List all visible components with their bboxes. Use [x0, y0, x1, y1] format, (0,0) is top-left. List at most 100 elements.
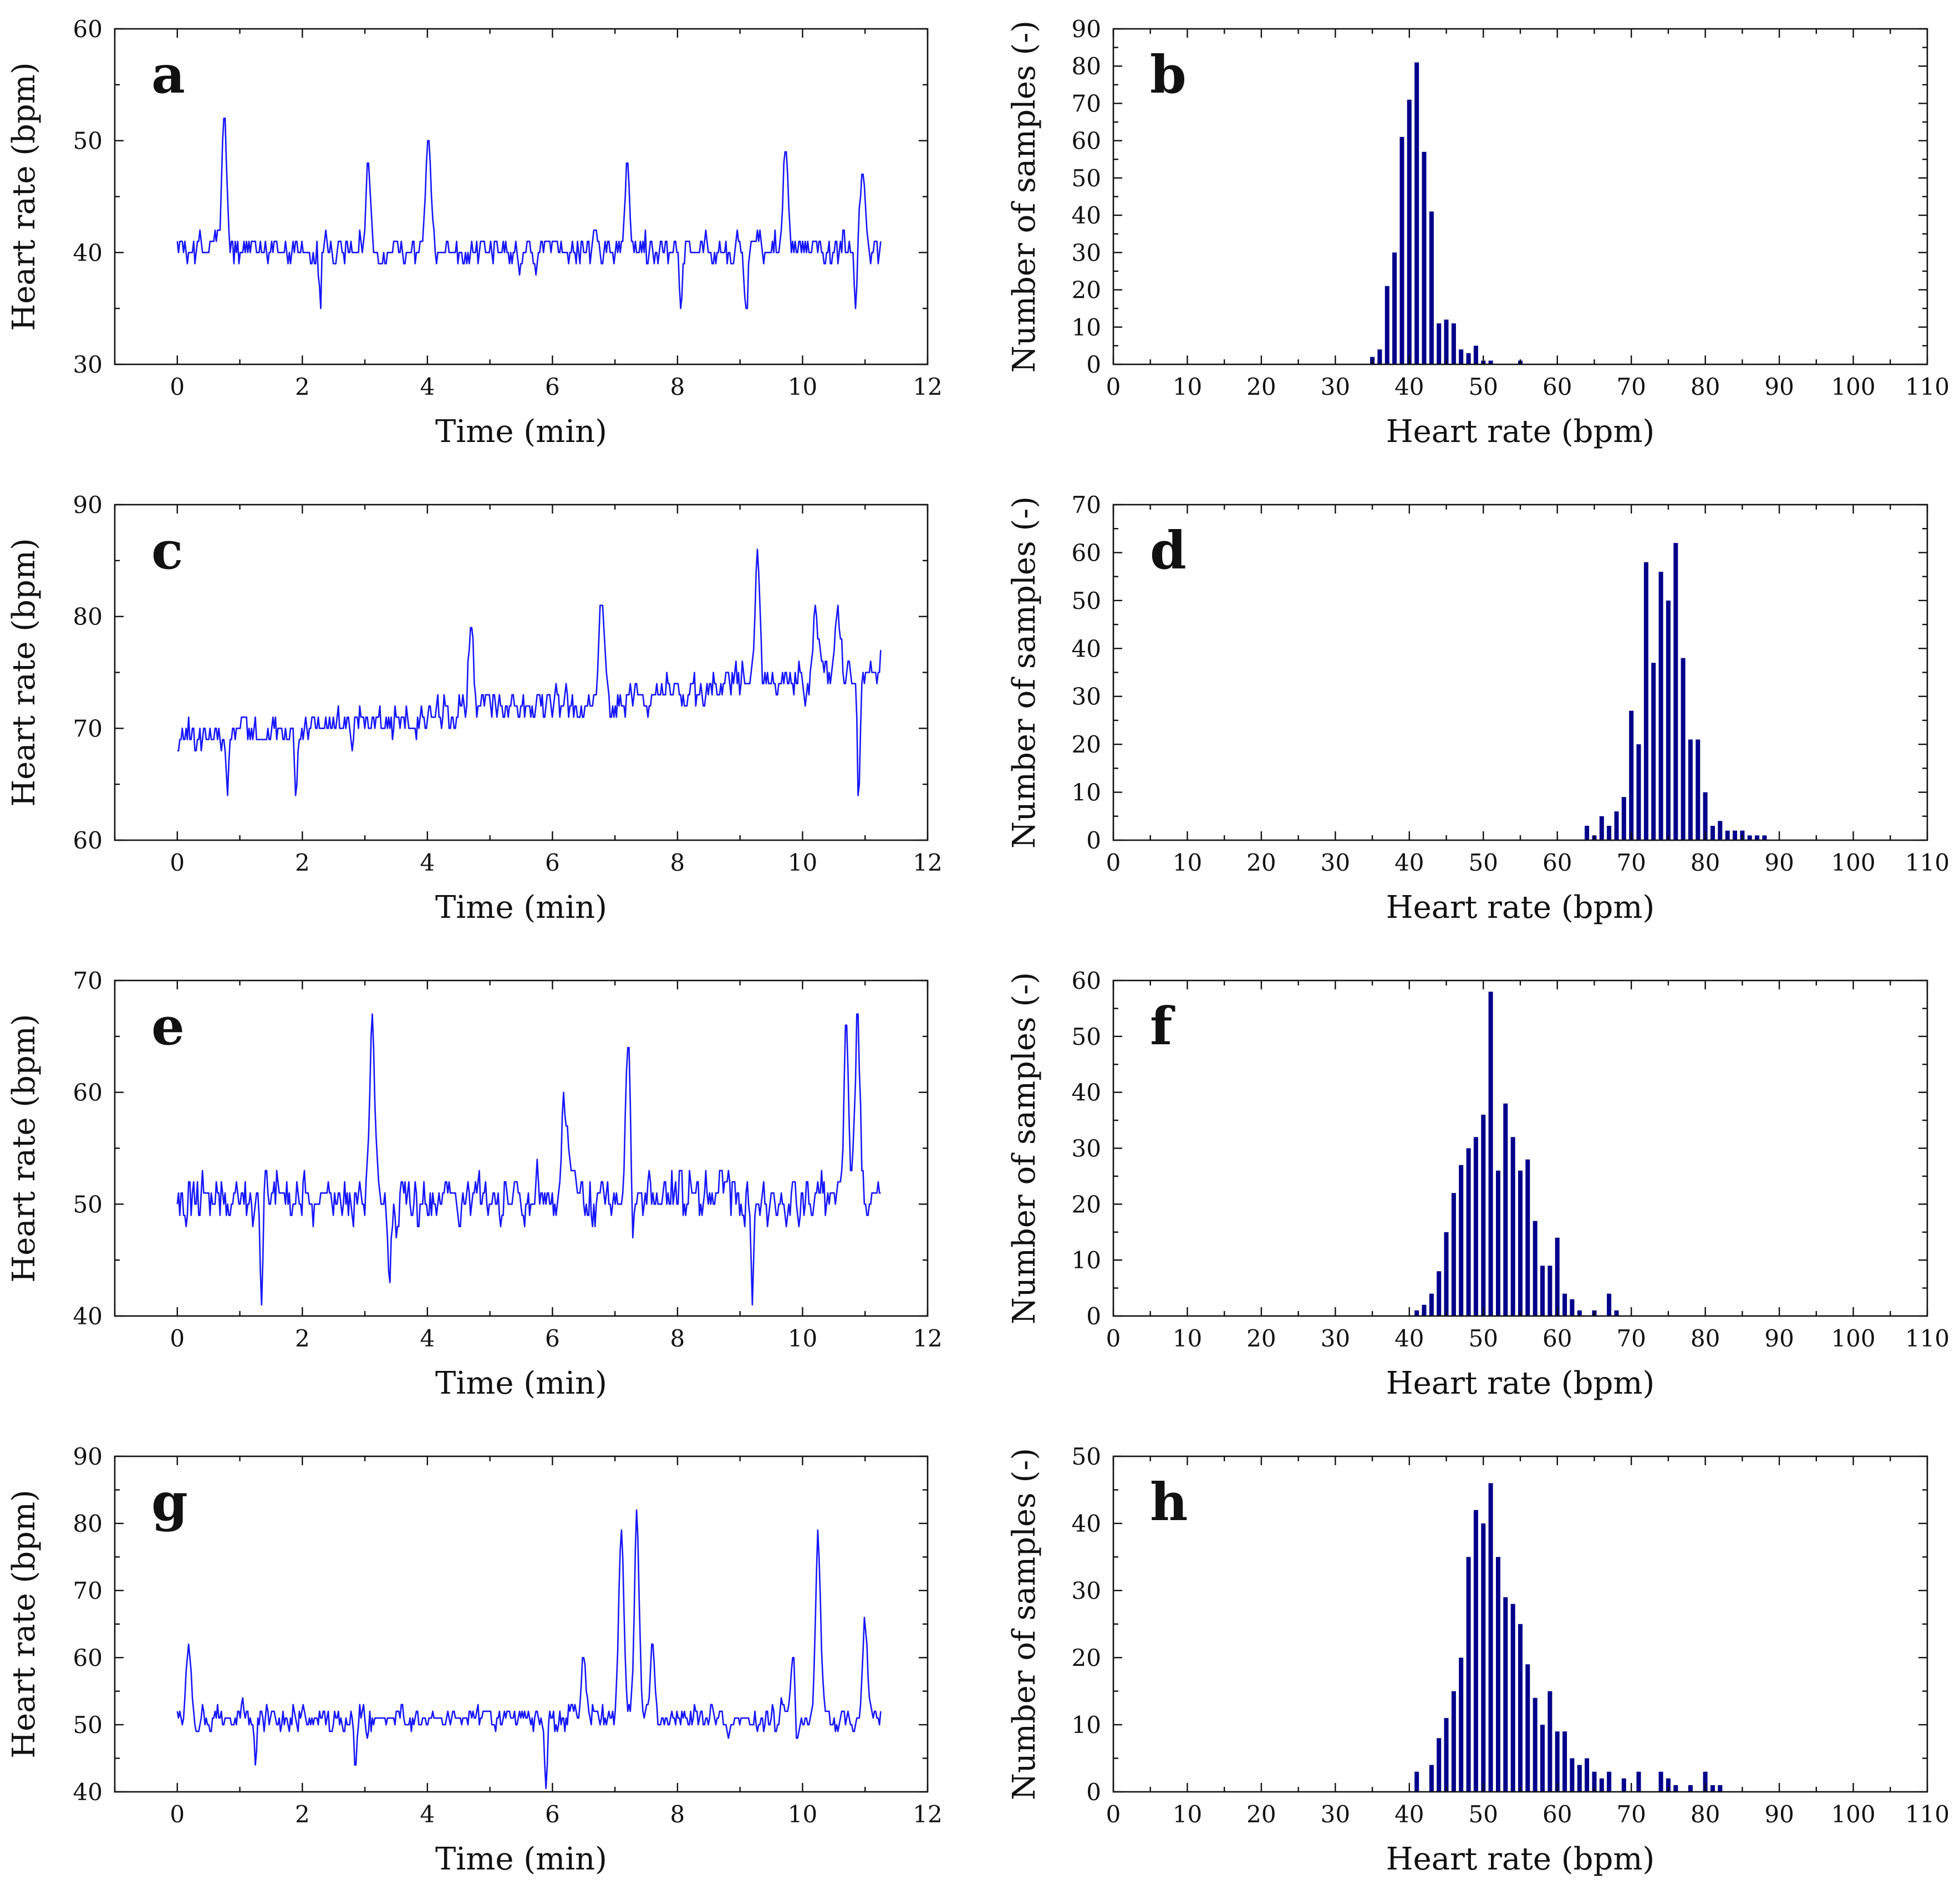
y-tick-label-d: 50 [1072, 587, 1101, 614]
y-tick-label-d: 10 [1072, 779, 1101, 806]
x-tick-label-e: 2 [295, 1325, 310, 1352]
x-tick-label-b: 60 [1542, 373, 1572, 400]
y-tick-label-a: 30 [73, 351, 103, 378]
y-tick-label-g: 70 [73, 1577, 103, 1604]
bar-d-68 [1614, 811, 1619, 840]
bar-h-44 [1437, 1738, 1442, 1792]
y-tick-label-e: 50 [73, 1191, 103, 1218]
bar-b-46 [1451, 323, 1456, 364]
y-tick-label-g: 80 [73, 1510, 103, 1537]
y-axis-title-d: Number of samples (-) [1006, 496, 1042, 848]
series-line-c [177, 548, 882, 796]
x-tick-label-b: 110 [1905, 373, 1949, 400]
bar-b-51 [1488, 360, 1493, 364]
y-tick-label-a: 40 [73, 239, 103, 266]
bar-b-40 [1407, 99, 1412, 364]
ticks-b [1112, 28, 1928, 365]
x-tick-label-e: 0 [170, 1325, 185, 1352]
x-tick-label-h: 50 [1469, 1801, 1498, 1828]
bar-h-53 [1503, 1597, 1508, 1792]
bar-h-57 [1533, 1698, 1538, 1792]
axes-frame-g [114, 1455, 929, 1793]
y-tick-label-b: 20 [1072, 277, 1101, 304]
x-tick-label-f: 100 [1831, 1325, 1875, 1352]
panel-label-c: c [151, 520, 183, 581]
x-tick-label-g: 8 [670, 1801, 685, 1828]
ticks-c [114, 504, 929, 841]
y-tick-label-b: 30 [1072, 239, 1101, 266]
bar-b-38 [1392, 252, 1397, 364]
bar-d-76 [1673, 543, 1678, 840]
y-axis-title-b: Number of samples (-) [1006, 21, 1042, 373]
y-tick-label-d: 0 [1086, 827, 1101, 854]
bar-f-67 [1607, 1293, 1612, 1316]
x-tick-label-b: 50 [1469, 373, 1498, 400]
bar-h-50 [1481, 1523, 1486, 1792]
bar-h-71 [1636, 1771, 1641, 1792]
x-axis-title-d: Heart rate (bpm) [1386, 890, 1655, 926]
bar-h-45 [1444, 1718, 1449, 1792]
panel-label-e: e [151, 996, 185, 1057]
x-tick-label-e: 10 [788, 1325, 817, 1352]
x-tick-label-e: 4 [420, 1325, 435, 1352]
y-tick-label-h: 50 [1072, 1443, 1101, 1470]
x-axis-title-g: Time (min) [435, 1841, 607, 1877]
bar-h-47 [1459, 1658, 1464, 1792]
x-tick-label-b: 100 [1831, 373, 1875, 400]
x-tick-label-c: 0 [170, 849, 185, 876]
bar-d-78 [1688, 739, 1693, 840]
bar-d-86 [1747, 835, 1752, 840]
bar-h-76 [1673, 1785, 1678, 1792]
bar-h-41 [1414, 1771, 1419, 1792]
x-tick-label-e: 6 [545, 1325, 560, 1352]
bar-d-75 [1666, 600, 1671, 840]
axes-frame-b [1112, 28, 1928, 365]
x-tick-label-d: 110 [1905, 849, 1949, 876]
x-tick-label-h: 100 [1831, 1801, 1875, 1828]
y-tick-label-c: 70 [73, 715, 103, 742]
bar-h-69 [1621, 1778, 1626, 1792]
panel-label-b: b [1150, 44, 1187, 105]
ticks-e [114, 979, 929, 1317]
x-tick-label-c: 2 [295, 849, 310, 876]
y-tick-label-f: 20 [1072, 1191, 1101, 1218]
y-tick-label-h: 40 [1072, 1510, 1101, 1537]
x-axis-title-e: Time (min) [435, 1365, 607, 1401]
x-tick-label-h: 20 [1246, 1801, 1276, 1828]
bar-f-57 [1533, 1221, 1538, 1316]
y-tick-label-h: 20 [1072, 1644, 1101, 1671]
y-axis-title-g: Heart rate (bpm) [6, 1490, 42, 1759]
bar-h-75 [1666, 1778, 1671, 1792]
x-tick-label-a: 6 [545, 373, 560, 400]
x-tick-label-f: 40 [1394, 1325, 1424, 1352]
axes-frame-a [114, 28, 929, 365]
bar-h-46 [1451, 1691, 1456, 1792]
bar-d-64 [1585, 826, 1590, 840]
bar-f-60 [1555, 1237, 1560, 1316]
bar-h-67 [1607, 1771, 1612, 1792]
bar-b-45 [1444, 319, 1449, 364]
bar-d-66 [1599, 816, 1604, 840]
series-line-a [176, 118, 882, 309]
y-tick-label-f: 50 [1072, 1023, 1101, 1050]
x-axis-title-c: Time (min) [435, 890, 607, 926]
x-tick-label-d: 10 [1173, 849, 1202, 876]
ticks-d [1112, 504, 1928, 841]
axes-frame-d [1112, 504, 1928, 841]
y-tick-label-d: 20 [1072, 731, 1101, 758]
panel-d: 0 10 20 30 40 50 60 70 80 90 100 110 0 10 20 30 40 50 60 70… [1006, 491, 1949, 926]
y-axis-title-f: Number of samples (-) [1006, 972, 1042, 1324]
bar-h-43 [1429, 1765, 1434, 1792]
x-tick-label-d: 30 [1321, 849, 1350, 876]
bar-h-52 [1496, 1557, 1500, 1792]
series-line-g [176, 1509, 882, 1790]
bar-f-59 [1547, 1266, 1552, 1317]
x-tick-label-f: 90 [1764, 1325, 1794, 1352]
series-line-e [176, 1013, 881, 1306]
x-tick-label-f: 60 [1542, 1325, 1572, 1352]
x-tick-label-g: 2 [295, 1801, 310, 1828]
bar-d-82 [1718, 821, 1723, 840]
bar-b-41 [1414, 62, 1419, 364]
x-tick-label-g: 6 [545, 1801, 560, 1828]
ticks-f [1112, 979, 1928, 1317]
